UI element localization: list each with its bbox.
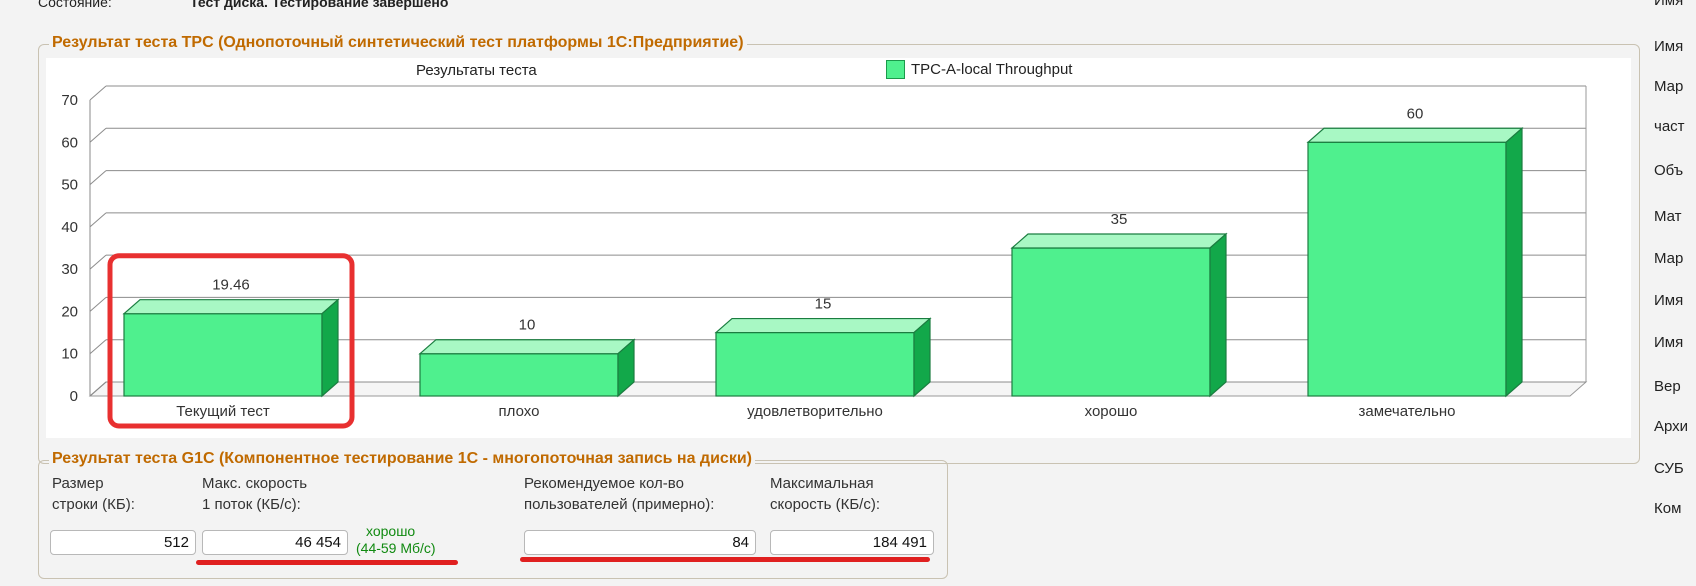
- gridline-depth: [89, 212, 107, 228]
- data-label: 35: [1111, 211, 1128, 228]
- max-total-label-line2: скорость (КБ/с):: [770, 496, 881, 513]
- bar-side: [321, 298, 339, 398]
- legend-swatch: [886, 60, 905, 79]
- gridline-depth: [89, 127, 107, 143]
- data-label: 60: [1407, 105, 1424, 122]
- bar-side: [913, 317, 931, 398]
- users-label-line1: Рекомендуемое кол-во: [524, 475, 684, 492]
- gridline-depth: [89, 85, 107, 101]
- highlight-underline-speed: [196, 560, 458, 565]
- bar-top: [418, 339, 636, 355]
- right-label-8: Имя: [1654, 334, 1684, 351]
- status-bar: Состояние: Тест диска. Тестирование заве…: [30, 0, 1650, 16]
- tpc-result-group: Результат теста TPC (Однопоточный синтет…: [38, 34, 1640, 464]
- status-value: Тест диска. Тестирование завершено: [190, 0, 449, 10]
- bar: [419, 353, 619, 397]
- max-speed-label-line2: 1 поток (КБ/с):: [202, 496, 301, 513]
- users-label: Рекомендуемое кол-во пользователей (прим…: [524, 473, 714, 515]
- g1c-result-group: Результат теста G1C (Компонентное тестир…: [38, 450, 948, 579]
- x-tick-label: плохо: [499, 403, 540, 420]
- bar-side: [1209, 232, 1227, 398]
- max-speed-label-line1: Макс. скорость: [202, 475, 308, 492]
- gridline-depth: [89, 170, 107, 185]
- x-tick-label: Текущий тест: [176, 403, 270, 420]
- x-tick-label: хорошо: [1085, 403, 1138, 420]
- y-tick-label: 50: [61, 177, 78, 194]
- bar-side: [1505, 126, 1523, 398]
- speed-rating-range: (44-59 Мб/с): [356, 540, 436, 556]
- bar-top: [1010, 233, 1228, 249]
- y-tick-label: 40: [61, 219, 78, 236]
- right-label-6: Мар: [1654, 250, 1684, 267]
- bar: [1011, 247, 1211, 397]
- row-size-label-line1: Размер: [52, 475, 104, 492]
- users-label-line2: пользователей (примерно):: [524, 496, 715, 513]
- y-tick-label: 0: [70, 388, 78, 405]
- gridline-depth: [89, 381, 107, 397]
- speed-rating: хорошо (44-59 Мб/с): [356, 523, 436, 557]
- max-speed-field[interactable]: 46 454: [202, 530, 348, 555]
- row-size-field[interactable]: 512: [50, 530, 196, 555]
- bar-top: [1306, 127, 1524, 143]
- y-tick-label: 20: [61, 303, 78, 320]
- y-tick-label: 60: [61, 134, 78, 151]
- max-total-label: Максимальная скорость (КБ/с):: [770, 473, 880, 515]
- x-tick-label: удовлетворительно: [747, 403, 883, 420]
- gridline-depth: [89, 254, 107, 270]
- chart-title: Результаты теста: [416, 62, 537, 79]
- highlight-box: [107, 253, 355, 429]
- right-label-10: Архи: [1654, 418, 1689, 435]
- x-tick-label: замечательно: [1359, 403, 1456, 420]
- right-label-11: СУБ: [1654, 460, 1684, 477]
- chart-plot: 0 10 20 30 40 50 60 70 19.46 Текущий тест 10 плохо 1…: [61, 85, 1588, 429]
- right-label-9: Вер: [1654, 378, 1681, 395]
- y-tick-label: 10: [61, 346, 78, 363]
- g1c-group-title: Результат теста G1C (Компонентное тестир…: [49, 450, 755, 468]
- highlight-underline-users: [520, 557, 930, 562]
- right-label-5: Мат: [1654, 208, 1682, 225]
- bar: [123, 313, 323, 397]
- gridline-depth: [89, 297, 107, 312]
- y-tick-label: 30: [61, 261, 78, 278]
- bar-top: [122, 299, 340, 315]
- right-label-12: Ком: [1654, 500, 1682, 517]
- tpc-chart: Результаты теста TPC-A-local Throughput …: [46, 58, 1631, 438]
- y-tick-label: 70: [61, 92, 78, 109]
- data-label: 19.46: [212, 277, 250, 294]
- row-size-label: Размер строки (КБ):: [52, 473, 135, 515]
- bar: [715, 331, 915, 397]
- legend-label: TPC-A-local Throughput: [911, 61, 1073, 78]
- status-label: Состояние:: [38, 0, 112, 10]
- right-label-4: Объ: [1654, 162, 1684, 179]
- bar: [1307, 141, 1507, 397]
- chart-legend: TPC-A-local Throughput: [886, 60, 1072, 79]
- data-label: 15: [815, 296, 832, 313]
- data-label: 10: [519, 317, 536, 334]
- max-speed-label: Макс. скорость 1 поток (КБ/с):: [202, 473, 307, 515]
- right-label-0: Имя: [1654, 0, 1684, 9]
- gridline-depth: [89, 339, 107, 355]
- right-label-2: Мар: [1654, 78, 1684, 95]
- tpc-group-title: Результат теста TPC (Однопоточный синтет…: [49, 34, 747, 52]
- users-field[interactable]: 84: [524, 530, 756, 555]
- max-total-field[interactable]: 184 491: [770, 530, 934, 555]
- right-label-3: част: [1654, 118, 1685, 135]
- right-label-1: Имя: [1654, 38, 1684, 55]
- row-size-label-line2: строки (КБ):: [52, 496, 135, 513]
- speed-rating-word: хорошо: [366, 523, 416, 539]
- bar-top: [714, 317, 932, 334]
- max-total-label-line1: Максимальная: [770, 475, 874, 492]
- right-label-7: Имя: [1654, 292, 1684, 309]
- bar-side: [617, 338, 635, 398]
- right-column-labels: Имя Имя Мар част Объ Мат Мар Имя Имя Вер Архи СУБ Ко…: [1654, 0, 1696, 586]
